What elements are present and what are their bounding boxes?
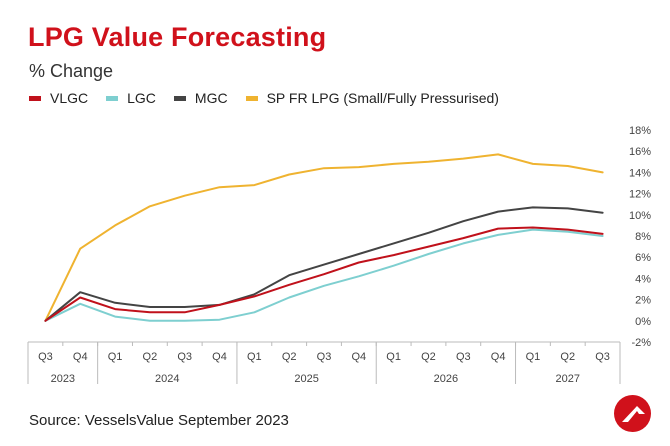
source-note: Source: VesselsValue September 2023: [29, 412, 289, 429]
y-tick-label: 10%: [629, 210, 651, 222]
year-label: 2027: [556, 373, 580, 385]
legend-item-lgc: LGC: [106, 90, 156, 106]
year-label: 2024: [155, 373, 179, 385]
legend-swatch-sp-fr-lpg: [245, 95, 258, 101]
legend-item-mgc: MGC: [173, 90, 228, 106]
chart-subtitle: % Change: [29, 61, 114, 81]
legend-label-vlgc: VLGC: [50, 90, 89, 106]
x-tick-label: Q2: [421, 351, 436, 363]
legend-item-sp-fr-lpg: SP FR LPG (Small/Fully Pressurised): [245, 90, 499, 106]
y-tick-label: 4%: [635, 273, 651, 285]
legend-swatch-lgc: [106, 95, 119, 101]
y-tick-label: -2%: [631, 337, 651, 349]
year-label: 2026: [434, 373, 458, 385]
y-tick-label: 12%: [629, 189, 651, 201]
legend-swatch-vlgc: [29, 95, 41, 101]
y-tick-label: 16%: [629, 146, 651, 158]
legend: VLGC LGC MGC SP FR LPG (Small/Fully Pres…: [29, 90, 517, 106]
legend-item-vlgc: VLGC: [29, 90, 88, 106]
x-tick-label: Q2: [143, 351, 158, 363]
y-tick-label: 0%: [635, 316, 651, 328]
year-label: 2025: [294, 373, 318, 385]
x-tick-label: Q1: [247, 351, 262, 363]
legend-swatch-mgc: [173, 95, 186, 101]
y-tick-label: 2%: [635, 295, 651, 307]
y-tick-label: 18%: [629, 125, 651, 137]
y-tick-label: 6%: [635, 252, 651, 264]
x-tick-label: Q3: [317, 351, 332, 363]
brand-logo-icon: [614, 395, 651, 432]
x-tick-label: Q2: [560, 351, 575, 363]
x-tick-label: Q4: [491, 351, 506, 363]
chart-title: LPG Value Forecasting: [28, 22, 327, 52]
x-tick-label: Q3: [456, 351, 471, 363]
x-tick-label: Q1: [526, 351, 541, 363]
x-tick-label: Q3: [177, 351, 192, 363]
x-tick-label: Q3: [595, 351, 610, 363]
y-tick-label: 8%: [635, 231, 651, 243]
year-label: 2023: [51, 373, 75, 385]
series-line-mgc: [44, 206, 604, 322]
legend-label-mgc: MGC: [194, 90, 228, 106]
legend-label-lgc: LGC: [127, 90, 156, 106]
x-tick-label: Q3: [38, 351, 53, 363]
x-tick-label: Q2: [282, 351, 297, 363]
series-line-sp-fr-lpg-small-fully-pressurised: [44, 153, 604, 322]
x-tick-label: Q4: [351, 351, 366, 363]
x-tick-label: Q1: [386, 351, 401, 363]
y-tick-label: 14%: [629, 167, 651, 179]
x-tick-label: Q4: [73, 351, 88, 363]
legend-label-sp-fr-lpg: SP FR LPG (Small/Fully Pressurised): [266, 90, 499, 106]
x-tick-label: Q1: [108, 351, 123, 363]
x-tick-label: Q4: [212, 351, 227, 363]
series-line-vlgc: [44, 226, 604, 322]
series-line-lgc: [44, 228, 604, 322]
